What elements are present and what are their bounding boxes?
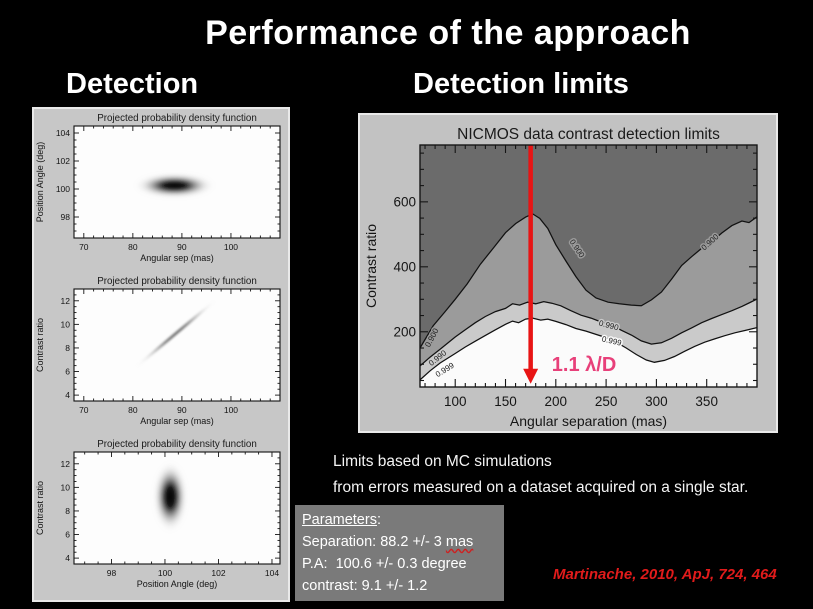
- separation-unit: mas: [445, 534, 474, 550]
- svg-text:150: 150: [494, 394, 517, 409]
- svg-text:104: 104: [56, 128, 70, 138]
- svg-text:Angular sep (mas): Angular sep (mas): [140, 253, 214, 263]
- pdf-plot-separation-contrast: 70 80 90 100 4 6 8 10 12 Projected probability de…: [35, 276, 281, 426]
- svg-text:70: 70: [79, 405, 89, 415]
- svg-text:200: 200: [545, 394, 568, 409]
- notes-line-2: from errors measured on a dataset acquir…: [333, 479, 749, 496]
- svg-text:70: 70: [79, 242, 89, 252]
- separation-value: Separation: 88.2 +/- 3: [302, 534, 446, 550]
- probability-density-blob: [135, 173, 214, 198]
- svg-text:100: 100: [224, 242, 238, 252]
- svg-text:Position Angle (deg): Position Angle (deg): [35, 142, 45, 223]
- plot-frame: [73, 125, 281, 239]
- svg-text:100: 100: [56, 184, 70, 194]
- svg-text:80: 80: [128, 242, 138, 252]
- svg-text:300: 300: [645, 394, 668, 409]
- pdf-plot-separation-pa: 70 80 90 100 98 100 102 104 Projected probabilit…: [35, 113, 281, 263]
- plot-area: [74, 289, 280, 401]
- svg-text:4: 4: [65, 553, 70, 563]
- svg-text:100: 100: [444, 394, 467, 409]
- slide-title: Performance of the approach: [205, 14, 691, 52]
- svg-text:Projected probability density: Projected probability density function: [97, 113, 257, 124]
- svg-text:Projected probability density: Projected probability density function: [97, 439, 257, 450]
- svg-text:Contrast ratio: Contrast ratio: [363, 224, 379, 308]
- svg-text:10: 10: [61, 319, 71, 329]
- probability-density-blob: [153, 462, 187, 531]
- svg-text:100: 100: [158, 568, 172, 578]
- detection-panel: 70 80 90 100 98 100 102 104 Projected probabilit…: [32, 107, 290, 602]
- svg-text:Contrast ratio: Contrast ratio: [35, 318, 45, 372]
- pdf-plot-pa-contrast: 98 100 102 104 4 6 8 10 12 Projected probability …: [35, 439, 281, 589]
- parameters-heading-label: Parameters: [302, 512, 377, 528]
- parameter-separation: Separation: 88.2 +/- 3 mas: [302, 531, 504, 553]
- svg-text:400: 400: [393, 260, 416, 275]
- parameter-contrast: contrast: 9.1 +/- 1.2: [302, 578, 428, 594]
- svg-text:90: 90: [177, 405, 187, 415]
- svg-text:98: 98: [107, 568, 117, 578]
- svg-text:90: 90: [177, 242, 187, 252]
- contour-line-0.900: [420, 213, 757, 349]
- svg-text:80: 80: [128, 405, 138, 415]
- svg-text:10: 10: [61, 482, 71, 492]
- parameters-heading-colon: :: [376, 512, 381, 528]
- parameters-heading: Parameters:: [302, 509, 504, 531]
- svg-text:102: 102: [56, 156, 70, 166]
- svg-text:12: 12: [61, 296, 71, 306]
- separation-arrow: [523, 145, 539, 384]
- svg-text:6: 6: [65, 530, 70, 540]
- detection-heading: Detection: [66, 68, 199, 100]
- svg-text:Angular sep (mas): Angular sep (mas): [140, 416, 214, 426]
- svg-text:4: 4: [65, 390, 70, 400]
- contour-line-0.990: [420, 298, 757, 367]
- notes-line-1: Limits based on MC simulations: [333, 453, 552, 470]
- svg-text:250: 250: [595, 394, 618, 409]
- probability-density-blob: [135, 300, 216, 368]
- svg-text:Position Angle (deg): Position Angle (deg): [137, 579, 218, 589]
- detection-limits-heading: Detection limits: [413, 68, 629, 100]
- citation: Martinache, 2010, ApJ, 724, 464: [553, 566, 777, 583]
- plot-frame: [73, 451, 281, 565]
- parameter-pa: P.A: 100.6 +/- 0.3 degree: [302, 556, 467, 572]
- region-below-0.999: [420, 318, 757, 387]
- svg-text:8: 8: [65, 343, 70, 353]
- detection-limits-panel: 0.900 0.990 0.999 0.900 0.900 0.990 0.999 1.1 λ…: [358, 113, 778, 433]
- plot-frame: [419, 144, 758, 388]
- svg-text:100: 100: [224, 405, 238, 415]
- svg-text:104: 104: [265, 568, 279, 578]
- svg-text:600: 600: [393, 195, 416, 210]
- svg-text:102: 102: [211, 568, 225, 578]
- svg-text:NICMOS data contrast detection: NICMOS data contrast detection limits: [457, 126, 720, 143]
- svg-text:98: 98: [61, 212, 71, 222]
- svg-text:8: 8: [65, 506, 70, 516]
- svg-text:350: 350: [695, 394, 718, 409]
- svg-text:Contrast ratio: Contrast ratio: [35, 481, 45, 535]
- contour-line-0.999: [420, 317, 757, 381]
- notes: Limits based on MC simulations from erro…: [333, 449, 748, 501]
- svg-text:Projected probability density: Projected probability density function: [97, 276, 257, 287]
- plot-frame: [73, 288, 281, 402]
- svg-text:200: 200: [393, 325, 416, 340]
- svg-text:Angular separation (mas): Angular separation (mas): [510, 413, 667, 429]
- lambda-over-d-label: 1.1 λ/D: [552, 354, 616, 376]
- svg-text:6: 6: [65, 367, 70, 377]
- parameters-box: Parameters: Separation: 88.2 +/- 3 mas P.A…: [295, 505, 504, 601]
- svg-text:12: 12: [61, 459, 71, 469]
